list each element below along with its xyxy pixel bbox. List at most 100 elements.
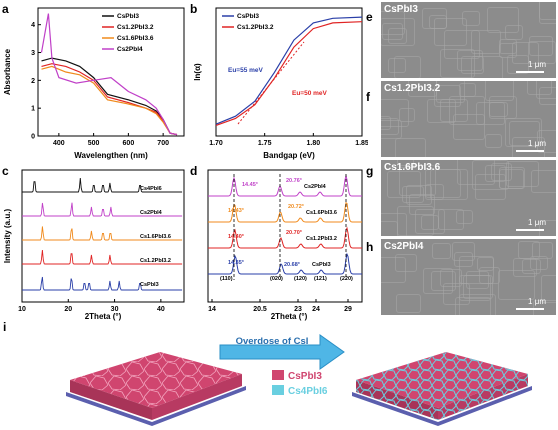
legend-c-2: Cs1.6PbI3.6 — [140, 234, 171, 240]
sem-image-cs12: Cs1.2PbI3.2 1 μm — [381, 81, 556, 157]
legend-i-0: CsPbI3 — [288, 371, 322, 382]
panel-c-ylabel: Intensity (a.u.) — [3, 209, 12, 264]
series-line-1 — [41, 63, 178, 136]
sem-grain — [396, 293, 421, 314]
sem-grain — [454, 297, 491, 315]
sem-grain — [459, 274, 491, 301]
sem-grain — [513, 258, 537, 278]
hkl-4: (220) — [340, 276, 353, 282]
sem-grain — [443, 29, 481, 59]
peak-label-5: 20.70° — [286, 230, 302, 236]
sem-grain — [530, 255, 549, 271]
peak-label-4: 14.40° — [228, 234, 244, 240]
series-line-0 — [41, 57, 178, 136]
sem-grain — [422, 268, 454, 294]
sem-grain — [487, 7, 520, 34]
panel-d-frame — [207, 169, 363, 303]
xrd-trace-4 — [22, 276, 183, 291]
peak-label-0: 14.45° — [242, 182, 258, 188]
sem-grain — [531, 169, 556, 194]
x-tick-label: 14 — [208, 306, 216, 313]
hkl-3: (121) — [314, 276, 327, 282]
legend-a-2: Cs1.6PbI3.6 — [117, 35, 154, 42]
panel-letter-d: d — [190, 164, 198, 178]
sem-grain — [434, 84, 461, 107]
sem-grain — [472, 160, 509, 190]
x-tick-label: 40 — [157, 306, 165, 313]
sem-grain — [388, 28, 408, 44]
sem-grain — [485, 164, 507, 183]
sem-grain — [406, 184, 432, 206]
sem-grain — [509, 121, 541, 147]
sem-label-f: Cs1.2PbI3.2 — [384, 83, 441, 94]
hkl-0: (110) — [220, 276, 233, 282]
panel-letter-g: g — [366, 164, 374, 178]
sem-grain — [420, 215, 440, 231]
panel-a-chart: Absorbance Wavelengthen (nm) 400 500 600 70… — [3, 7, 185, 160]
sem-image-cs16: Cs1.6PbI3.6 1 μm — [381, 160, 556, 236]
sem-grain — [381, 17, 416, 46]
xrd-trace-1 — [22, 202, 183, 217]
y-tick-label: 0 — [31, 134, 35, 141]
x-tick-label: 10 — [18, 306, 26, 313]
y-tick-label: 2 — [31, 78, 35, 85]
sem-grain — [528, 36, 554, 57]
sem-grain — [540, 275, 556, 303]
panel-c-frame — [21, 169, 185, 303]
peak-label-2: 14.43° — [228, 208, 244, 214]
xrd-trace-0 — [22, 177, 183, 193]
sem-grain — [459, 82, 477, 97]
sem-grain — [456, 49, 484, 72]
y-tick-label: 1 — [31, 106, 35, 113]
peak-label-1: 20.76° — [286, 178, 302, 184]
sem-grain — [505, 117, 543, 148]
x-tick-label: 500 — [88, 140, 100, 147]
scale-text-f: 1 μm — [528, 139, 546, 148]
sem-grain — [414, 209, 445, 234]
sem-image-cspbi3: CsPbI3 1 μm — [381, 2, 556, 78]
legend-swatch-pink — [272, 370, 284, 380]
sem-grain — [396, 160, 414, 169]
sem-grain — [488, 95, 518, 119]
sem-grain — [490, 163, 513, 181]
legend-b-0: CsPbI3 — [237, 13, 259, 20]
sem-grain — [381, 212, 408, 236]
legend-d-1: Cs1.6PbI3.6 — [306, 210, 337, 216]
peak-label-3: 20.72° — [288, 204, 304, 210]
arrow-label: Overdose of CsI — [236, 336, 309, 347]
panel-letter-h: h — [366, 240, 374, 254]
sem-grain — [440, 98, 469, 122]
legend-a-3: Cs2PbI4 — [117, 46, 143, 53]
sem-grain — [538, 86, 556, 106]
panel-i-legend: CsPbI3 Cs4PbI6 — [272, 370, 328, 397]
sem-grain — [381, 10, 406, 36]
sem-grain — [497, 269, 535, 300]
scale-bar — [516, 229, 544, 231]
sem-grain — [506, 55, 530, 74]
sem-grain — [381, 117, 400, 136]
sem-grain — [437, 209, 464, 231]
sem-label-h: Cs2PbI4 — [384, 241, 424, 252]
sem-grain — [388, 57, 407, 73]
sem-grain — [477, 256, 495, 271]
sem-grain — [429, 14, 447, 30]
y-tick-label: 4 — [31, 22, 35, 29]
legend-d-0: Cs2PbI4 — [304, 184, 327, 190]
sem-grain — [381, 99, 410, 128]
xrd-zoom-trace-3 — [208, 252, 362, 275]
sem-grain — [532, 241, 553, 259]
sem-grain — [499, 167, 526, 189]
sem-grain — [397, 205, 435, 236]
sem-grain — [425, 168, 461, 198]
right-film-block — [352, 352, 532, 426]
x-tick-label: 1.70 — [209, 140, 223, 147]
sem-image-cs2: Cs2PbI4 1 μm — [381, 239, 556, 315]
panel-letter-e: e — [366, 10, 373, 24]
series-line-1 — [215, 21, 363, 126]
sem-grain — [538, 2, 556, 25]
scale-bar — [516, 71, 544, 73]
sem-grain — [489, 101, 508, 117]
left-film-front — [70, 380, 152, 420]
left-film-side — [152, 374, 242, 420]
